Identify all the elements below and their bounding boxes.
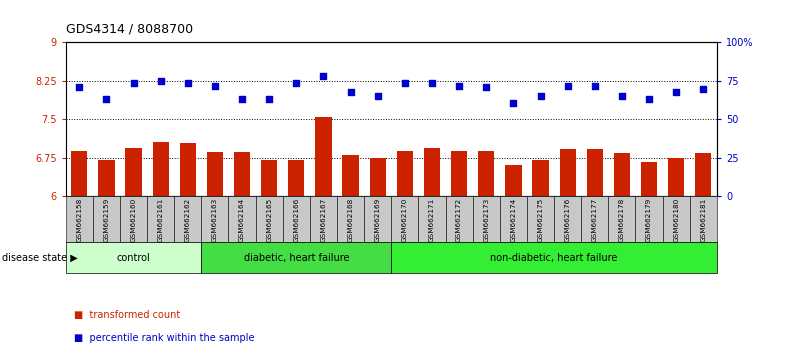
Point: [208, 83, 221, 88]
Text: disease state ▶: disease state ▶: [2, 252, 78, 263]
Text: GSM662161: GSM662161: [158, 198, 163, 241]
Bar: [695, 153, 711, 196]
Text: GSM662159: GSM662159: [103, 198, 110, 241]
Text: GSM662165: GSM662165: [266, 198, 272, 241]
Text: GSM662174: GSM662174: [510, 198, 517, 241]
Point: [615, 93, 628, 99]
Text: ■  transformed count: ■ transformed count: [74, 310, 180, 320]
Point: [73, 84, 86, 90]
Point: [155, 78, 167, 84]
Text: control: control: [117, 252, 151, 263]
Text: GDS4314 / 8088700: GDS4314 / 8088700: [66, 22, 193, 35]
Text: GSM662175: GSM662175: [537, 198, 544, 241]
Text: GSM662162: GSM662162: [185, 198, 191, 241]
Text: GSM662179: GSM662179: [646, 198, 652, 241]
Bar: [152, 142, 169, 196]
Bar: [71, 151, 87, 196]
Point: [642, 97, 655, 102]
Text: GSM662168: GSM662168: [348, 198, 353, 241]
Bar: [505, 165, 521, 196]
Point: [317, 74, 330, 79]
Point: [235, 97, 248, 102]
Bar: [288, 160, 304, 196]
Bar: [234, 152, 250, 196]
Bar: [126, 148, 142, 196]
Point: [181, 80, 194, 85]
Text: ■  percentile rank within the sample: ■ percentile rank within the sample: [74, 333, 254, 343]
Bar: [261, 160, 277, 196]
Point: [398, 80, 411, 85]
Text: GSM662178: GSM662178: [619, 198, 625, 241]
Bar: [424, 148, 440, 196]
Bar: [533, 160, 549, 196]
Text: GSM662172: GSM662172: [456, 198, 462, 241]
Point: [670, 89, 682, 95]
Text: GSM662164: GSM662164: [239, 198, 245, 241]
Text: GSM662176: GSM662176: [565, 198, 570, 241]
Point: [127, 80, 140, 85]
Text: GSM662177: GSM662177: [592, 198, 598, 241]
Text: non-diabetic, heart failure: non-diabetic, heart failure: [490, 252, 618, 263]
Point: [534, 93, 547, 99]
Text: GSM662160: GSM662160: [131, 198, 136, 241]
Text: diabetic, heart failure: diabetic, heart failure: [244, 252, 349, 263]
Point: [507, 100, 520, 105]
Point: [453, 83, 465, 88]
Bar: [396, 151, 413, 196]
Point: [425, 80, 438, 85]
Text: GSM662171: GSM662171: [429, 198, 435, 241]
Bar: [560, 149, 576, 196]
Text: GSM662181: GSM662181: [700, 198, 706, 241]
Bar: [641, 161, 657, 196]
Bar: [207, 152, 223, 196]
Text: GSM662158: GSM662158: [76, 198, 83, 241]
Point: [344, 89, 357, 95]
Bar: [343, 155, 359, 196]
Text: GSM662166: GSM662166: [293, 198, 300, 241]
Bar: [614, 153, 630, 196]
Text: GSM662163: GSM662163: [212, 198, 218, 241]
Bar: [668, 159, 684, 196]
Bar: [99, 160, 115, 196]
Point: [263, 97, 276, 102]
Text: GSM662167: GSM662167: [320, 198, 327, 241]
Point: [589, 83, 602, 88]
Text: GSM662173: GSM662173: [483, 198, 489, 241]
Text: GSM662169: GSM662169: [375, 198, 380, 241]
Point: [480, 84, 493, 90]
Bar: [451, 151, 467, 196]
Bar: [478, 151, 494, 196]
Point: [697, 86, 710, 92]
Bar: [179, 143, 196, 196]
Point: [562, 83, 574, 88]
Text: GSM662180: GSM662180: [673, 198, 679, 241]
Bar: [316, 117, 332, 196]
Bar: [586, 149, 603, 196]
Text: GSM662170: GSM662170: [402, 198, 408, 241]
Point: [372, 93, 384, 99]
Bar: [369, 159, 386, 196]
Point: [290, 80, 303, 85]
Point: [100, 97, 113, 102]
